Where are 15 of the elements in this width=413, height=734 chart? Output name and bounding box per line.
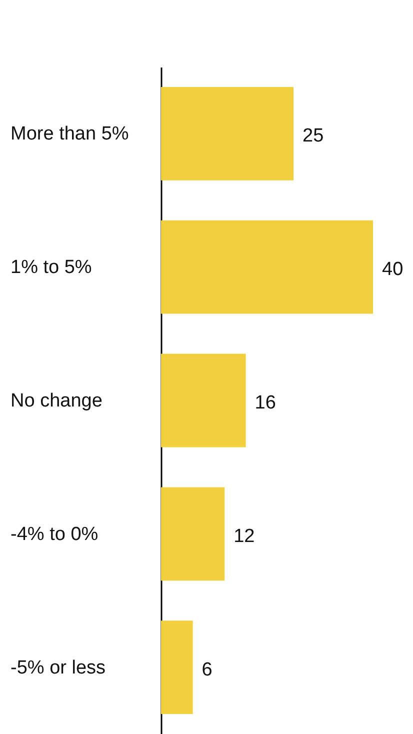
- bar: [161, 87, 294, 180]
- bar: [161, 487, 225, 581]
- y-tick-label: -5% or less: [10, 657, 106, 678]
- bar: [161, 620, 193, 714]
- data-label: 16: [254, 392, 276, 414]
- y-tick-label: -4% to 0%: [10, 524, 98, 545]
- y-tick-label: 1% to 5%: [10, 257, 92, 278]
- data-label: 6: [202, 659, 212, 680]
- y-tick-label: No change: [10, 390, 102, 412]
- y-tick-label: More than 5%: [10, 124, 129, 145]
- data-label: 25: [302, 126, 324, 147]
- bar: [161, 220, 373, 314]
- data-label: 12: [234, 526, 255, 547]
- data-label: 40: [382, 259, 404, 280]
- bar: [161, 354, 246, 448]
